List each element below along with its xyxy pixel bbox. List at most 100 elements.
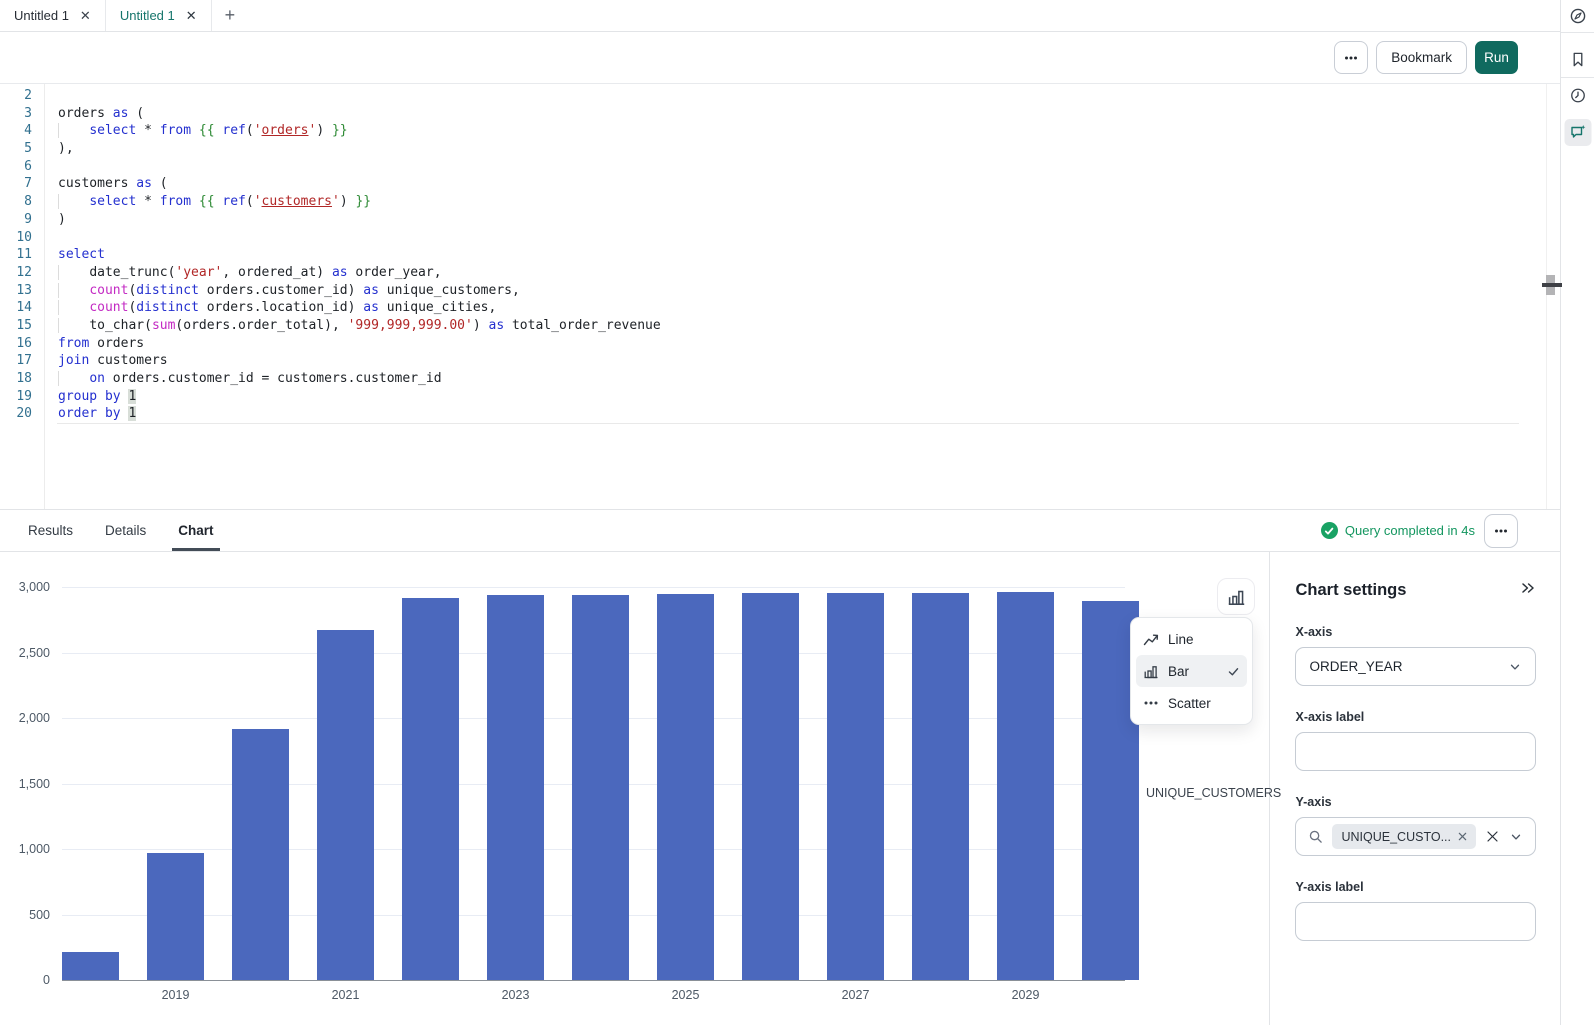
line-number: 12 (16, 264, 32, 280)
chart-settings-title: Chart settings (1295, 581, 1407, 599)
x-axis-tick-label: 2027 (841, 988, 870, 1002)
x-axis-tick-label: 2025 (671, 988, 700, 1002)
tab-label: Untitled 1 (119, 8, 175, 23)
x-axis-field-label: X-axis (1295, 625, 1333, 639)
code-line: group by 1 (58, 388, 137, 404)
x-icon (1487, 831, 1498, 842)
rail-divider (1561, 77, 1594, 78)
scatter-icon (1144, 701, 1158, 705)
chevron-down-icon (1511, 834, 1521, 840)
run-button[interactable]: Run (1475, 41, 1518, 74)
editor-tab-bar: Untitled 1 ✕ Untitled 1 ✕ + (0, 0, 1560, 32)
line-number: 7 (24, 176, 32, 192)
x-axis-tick-label: 2023 (501, 988, 530, 1002)
code-line: date_trunc('year', ordered_at) as order_… (58, 264, 1560, 282)
pane-resize-handle-line[interactable] (1542, 283, 1562, 287)
more-options-button[interactable] (1334, 41, 1369, 74)
code-line: count(distinct orders.customer_id) as un… (58, 282, 1560, 300)
y-axis-tick-label: 500 (29, 907, 50, 922)
tab-details[interactable]: Details (105, 523, 147, 538)
line-number: 11 (16, 247, 32, 263)
code-line (58, 158, 1560, 176)
close-icon[interactable]: ✕ (79, 8, 91, 23)
menu-item-bar[interactable]: Bar (1136, 655, 1247, 687)
tab-untitled-1[interactable]: Untitled 1 ✕ (0, 0, 106, 31)
series-label: UNIQUE_CUSTOMERS (1146, 786, 1282, 800)
y-axis-tick-label: 3,000 (18, 580, 50, 594)
line-number: 14 (16, 300, 32, 316)
line-chart-icon (1143, 634, 1159, 646)
line-number: 19 (16, 388, 32, 404)
menu-item-scatter[interactable]: Scatter (1136, 687, 1247, 719)
close-icon[interactable]: ✕ (185, 8, 197, 23)
bar-chart-icon (1228, 590, 1244, 605)
line-number: 2 (24, 88, 32, 103)
chart-bar-2027 (827, 593, 884, 980)
editor-toolbar: Bookmark Run (0, 32, 1560, 84)
bookmark-button[interactable]: Bookmark (1376, 41, 1467, 74)
code-line: join customers (58, 353, 168, 369)
code-line (58, 87, 1560, 105)
new-tab-button[interactable]: + (212, 0, 249, 31)
y-axis-multiselect[interactable]: UNIQUE_CUSTO... (1295, 817, 1536, 856)
tab-label: Untitled 1 (14, 8, 69, 23)
code-line: from orders (58, 335, 145, 351)
chart-type-button[interactable] (1217, 578, 1255, 615)
menu-item-label: Line (1168, 631, 1194, 647)
y-axis-tick-label: 2,500 (18, 645, 50, 660)
y-axis-label-input[interactable] (1295, 902, 1536, 941)
double-chevron-right-icon (1522, 583, 1534, 593)
code-line: count(distinct orders.location_id) as un… (58, 299, 1560, 317)
code-lines: orders as ( select * from {{ ref('orders… (45, 84, 1560, 509)
line-number: 10 (16, 229, 32, 245)
compass-icon (1570, 8, 1585, 24)
menu-item-line[interactable]: Line (1136, 623, 1247, 655)
y-axis-field-label: Y-axis (1295, 795, 1332, 809)
menu-item-label: Scatter (1168, 695, 1211, 711)
query-status: Query completed in 4s (1320, 522, 1475, 539)
search-icon (1310, 830, 1323, 843)
run-button-label: Run (1484, 50, 1509, 65)
chip-remove-icon[interactable] (1458, 832, 1467, 841)
chart-bar-2025 (657, 593, 714, 980)
collapse-panel-button[interactable] (1520, 580, 1536, 601)
code-line (58, 229, 1560, 247)
sql-editor[interactable]: 2 3 4 5 6 7 8 9 10 11 12 13 14 15 16 17 18 19 20 orders as… (0, 84, 1560, 510)
bookmarks-button[interactable] (1569, 51, 1586, 68)
line-number: 9 (24, 211, 32, 227)
tab-untitled-1-active[interactable]: Untitled 1 ✕ (105, 0, 212, 31)
bookmark-icon (1573, 52, 1582, 67)
active-rail-highlight (1564, 119, 1591, 146)
history-clock-icon (1570, 88, 1585, 103)
code-line: order by 1 (58, 406, 137, 422)
y-axis-tick-label: 0 (43, 973, 50, 987)
main-area: Untitled 1 ✕ Untitled 1 ✕ + Bookmark (0, 0, 1561, 1025)
x-axis-tick-label: 2019 (161, 988, 190, 1002)
line-number: 6 (24, 158, 32, 174)
tab-results[interactable]: Results (28, 523, 74, 538)
chart-more-options-button[interactable] (1484, 513, 1518, 548)
line-number: 5 (24, 141, 32, 157)
x-axis-select[interactable]: ORDER_YEAR (1295, 647, 1536, 686)
y-axis-label-field-label: Y-axis label (1295, 880, 1364, 894)
check-icon (1227, 665, 1240, 678)
history-button[interactable] (1569, 87, 1586, 104)
compass-button[interactable] (1569, 7, 1587, 25)
ai-chat-button[interactable] (1569, 123, 1587, 141)
chart-bar-2029 (997, 591, 1054, 980)
line-number: 16 (16, 335, 32, 351)
line-number: 8 (24, 194, 32, 210)
x-axis-select-value: ORDER_YEAR (1309, 659, 1403, 674)
clear-selection-button[interactable] (1485, 829, 1500, 844)
chart-bar-2022 (402, 598, 459, 980)
query-status-area: Query completed in 4s (1320, 510, 1518, 551)
tab-chart[interactable]: Chart (172, 510, 220, 551)
y-axis-tick-label: 1,500 (18, 776, 50, 791)
code-line: select * from {{ ref('orders') }} (58, 122, 1560, 140)
rail-divider (1561, 32, 1594, 33)
y-axis-chip[interactable]: UNIQUE_CUSTO... (1332, 824, 1476, 849)
ellipsis-icon (1495, 529, 1507, 532)
chart-bar-2026 (742, 593, 799, 980)
x-axis-label-input[interactable] (1295, 732, 1536, 771)
